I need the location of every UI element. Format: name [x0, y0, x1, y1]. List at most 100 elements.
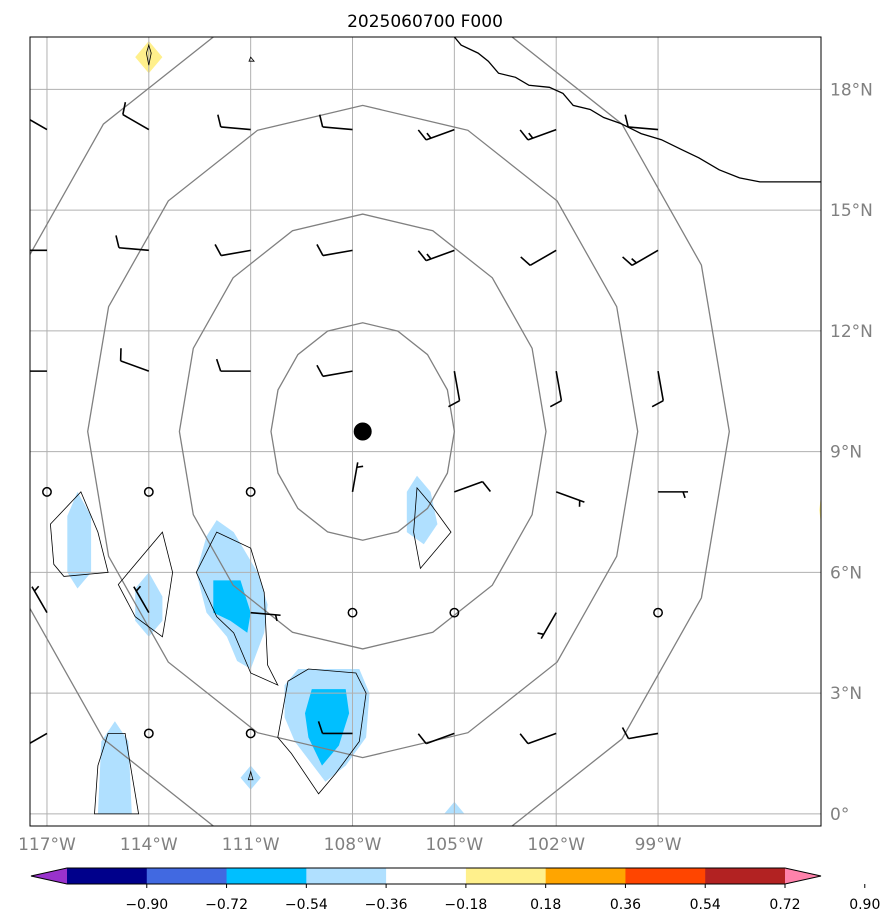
- contour-line: [94, 733, 140, 815]
- barb-feather: [12, 740, 21, 748]
- barb-half-feather: [631, 258, 637, 264]
- barb-feather: [621, 727, 630, 740]
- barb-shaft: [30, 118, 48, 131]
- calm-wind-circle: [653, 607, 663, 618]
- barb-feather: [317, 721, 324, 734]
- barb-shaft: [631, 249, 659, 267]
- wind-barb: [622, 249, 659, 267]
- colorbar-segment: [146, 868, 228, 884]
- filled-region: [406, 475, 438, 545]
- barb-shaft: [628, 732, 659, 740]
- wind-barb: [12, 732, 48, 748]
- colorbar-segment: [386, 868, 467, 884]
- colorbar-segment: [226, 868, 307, 884]
- colorbar-tick-label: −0.72: [205, 897, 248, 913]
- barb-feather: [214, 244, 222, 256]
- barb-feather: [448, 399, 460, 408]
- contour-line: [277, 668, 367, 795]
- contour-line: [247, 770, 254, 781]
- lat-tick-label: 18°N: [830, 80, 873, 100]
- barb-shaft: [425, 732, 455, 745]
- colorbar-segment: [705, 868, 786, 884]
- calm-wind-circle: [245, 728, 256, 739]
- barb-half-feather: [33, 585, 40, 592]
- wind-barb: [316, 244, 353, 257]
- wind-barb: [316, 364, 353, 378]
- barb-feather: [549, 399, 562, 408]
- contour-line: [195, 531, 279, 686]
- colorbar: −0.90 −0.72 −0.54 −0.36 −0.18 0.18 0.36 0.54 0.7…: [30, 867, 880, 913]
- range-ring: [30, 37, 730, 826]
- barb-shaft: [322, 370, 353, 378]
- barb-feather: [624, 114, 629, 128]
- barb-shaft: [220, 249, 251, 257]
- barb-feather: [417, 129, 427, 141]
- barb-shaft: [454, 480, 483, 493]
- barb-feather: [622, 256, 633, 266]
- colorbar-segment: [625, 868, 706, 884]
- colorbar-tick-label: 0.54: [690, 897, 721, 913]
- colorbar-tick-label: −0.54: [285, 897, 328, 913]
- barb-half-feather: [356, 465, 364, 469]
- contour-line: [117, 531, 174, 638]
- calm-wind-circle: [143, 728, 154, 739]
- filled-region: [67, 491, 92, 589]
- colorbar-tick-label: −0.18: [444, 897, 487, 913]
- colorbar-tick-label: 0.90: [849, 897, 880, 913]
- lat-tick-label: 0°: [830, 805, 849, 825]
- coastline: [453, 37, 821, 183]
- colorbar-segment: [465, 868, 547, 884]
- barb-shaft: [453, 370, 461, 401]
- calm-wind-circle: [449, 607, 460, 618]
- chart-title: 2025060700 F000: [347, 12, 503, 32]
- barb-feather: [651, 399, 664, 408]
- lon-tick-label: 108°W: [324, 835, 382, 855]
- colorbar-segment: [67, 868, 148, 884]
- colorbar-extend-high: [785, 868, 821, 884]
- wind-barb: [448, 370, 461, 408]
- barb-feather: [417, 250, 427, 262]
- lon-tick-label: 99°W: [635, 835, 682, 855]
- barb-half-feather: [426, 132, 432, 139]
- wind-barb: [624, 114, 659, 131]
- map-area: [12, 37, 821, 826]
- wind-barb: [658, 491, 689, 499]
- wind-barb: [537, 612, 557, 640]
- calm-wind-circle: [347, 607, 358, 618]
- wind-barb: [417, 128, 455, 141]
- barb-half-feather: [426, 253, 432, 260]
- barb-feather: [217, 114, 222, 128]
- wind-barb: [115, 235, 149, 252]
- wind-barb: [519, 732, 557, 745]
- barb-shaft: [120, 360, 150, 372]
- calm-wind-circle: [245, 486, 256, 497]
- colorbar-tick-label: −0.90: [125, 897, 168, 913]
- barb-shaft: [628, 126, 659, 131]
- wind-barb: [351, 462, 364, 493]
- contour-line: [49, 491, 109, 577]
- barb-feather: [520, 256, 531, 266]
- barb-feather: [318, 114, 324, 128]
- barb-half-feather: [528, 132, 534, 139]
- barb-feather: [21, 102, 24, 114]
- contour-line: [145, 43, 152, 66]
- colorbar-tick-label: 0.18: [530, 897, 561, 913]
- contour-line: [413, 486, 452, 570]
- wind-barb: [417, 249, 455, 262]
- colorbar-extend-low: [31, 868, 67, 884]
- wind-barb: [519, 128, 557, 141]
- barb-half-feather: [274, 614, 278, 622]
- barb-feather: [115, 235, 120, 248]
- barb-feather: [316, 244, 324, 256]
- barb-shaft: [555, 370, 563, 401]
- wind-barb: [555, 491, 585, 507]
- wind-barb: [454, 480, 492, 493]
- wind-barb: [31, 585, 48, 614]
- wind-barb: [21, 102, 48, 131]
- lat-tick-label: 12°N: [830, 322, 873, 342]
- calm-wind-circle: [143, 486, 154, 497]
- barb-shaft: [322, 126, 353, 131]
- barb-feather: [13, 359, 17, 371]
- barb-feather: [122, 102, 127, 115]
